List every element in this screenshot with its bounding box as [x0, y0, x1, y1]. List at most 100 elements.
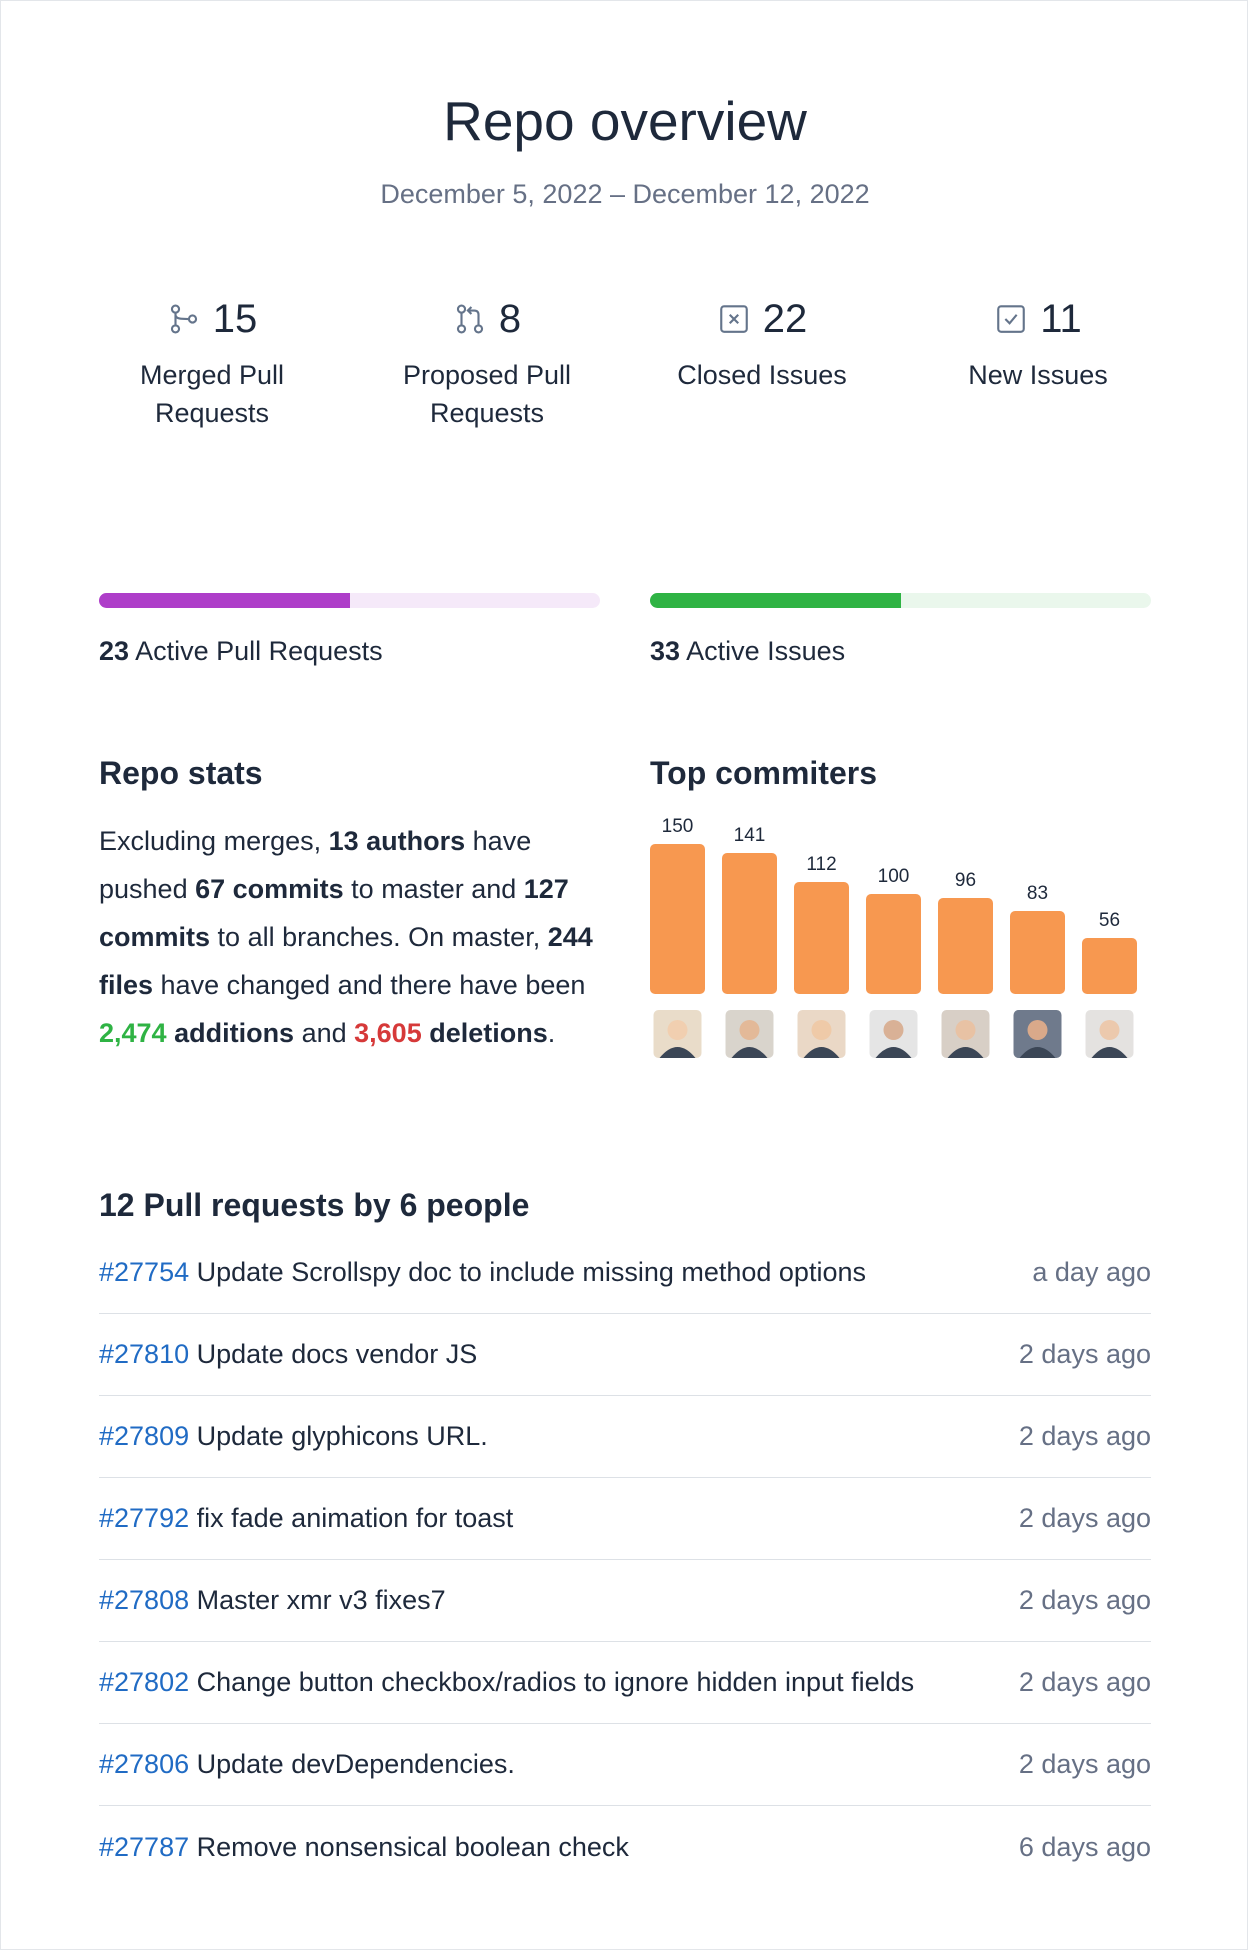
text-segment: have changed and there have been: [153, 970, 593, 1000]
avatar-body: [731, 1047, 768, 1058]
pr-main: #27809 Update glyphicons URL.: [99, 1421, 488, 1452]
text-segment: have pushed: [99, 826, 539, 904]
progress-count: 23: [99, 636, 130, 666]
pr-title: Update Scrollspy doc to include missing …: [196, 1257, 866, 1287]
text-segment: 67 commits: [195, 874, 344, 904]
bar: [650, 844, 705, 994]
bar: [938, 898, 993, 994]
progress-fill: [99, 593, 350, 608]
progress-text: Active Pull Requests: [135, 636, 383, 666]
value-label: 96: [955, 870, 976, 891]
stat-head: 11: [908, 294, 1168, 344]
pr-main: #27802 Change button checkbox/radios to …: [99, 1667, 914, 1698]
pr-time: 2 days ago: [1018, 1503, 1151, 1533]
progress-label: 33 Active Issues: [650, 636, 1151, 667]
value-label: 150: [662, 816, 694, 837]
progress-fill: [650, 593, 901, 608]
pr-link[interactable]: #27787: [99, 1831, 190, 1862]
pr-row: #27808 Master xmr v3 fixes7 2 days ago: [99, 1560, 1151, 1642]
pr-main: #27787 Remove nonsensical boolean check: [99, 1832, 629, 1863]
bar: [1010, 911, 1065, 994]
pr-title: Update docs vendor JS: [196, 1339, 478, 1369]
section-title: Top commiters: [650, 755, 877, 791]
bar: [794, 882, 849, 994]
pr-title: Master xmr v3 fixes7: [196, 1585, 446, 1615]
progress: 33 Active Issues: [650, 593, 1151, 667]
value-label: 83: [1027, 883, 1048, 904]
pr-time: 6 days ago: [1018, 1831, 1151, 1862]
pr-title: Update devDependencies.: [196, 1749, 515, 1779]
stat-value: 15: [212, 296, 258, 341]
avatar-body: [947, 1047, 984, 1058]
pr-time: 2 days ago: [1018, 1667, 1151, 1697]
pr-link[interactable]: #27809: [99, 1421, 190, 1451]
pr-main: #27808 Master xmr v3 fixes7: [99, 1585, 446, 1616]
repo-stats-text: Excluding merges, 13 authors have pushed…: [99, 817, 609, 1057]
stat-label: Merged Pull Requests: [139, 360, 285, 428]
avatar-face: [1099, 1020, 1120, 1040]
stat: 8 Proposed Pull Requests: [357, 294, 617, 432]
stat: 15 Merged Pull Requests: [82, 294, 342, 432]
avatar-face: [739, 1020, 760, 1040]
page-title: Repo overview: [443, 90, 807, 152]
stat-label: Proposed Pull Requests: [402, 360, 572, 428]
avatar-body: [875, 1047, 912, 1058]
stat-label: Closed Issues: [677, 360, 847, 390]
stat-head: 22: [632, 294, 892, 344]
pr-time: 2 days ago: [1018, 1421, 1151, 1451]
pr-row: #27810 Update docs vendor JS 2 days ago: [99, 1314, 1151, 1396]
pr-link[interactable]: #27806: [99, 1749, 190, 1779]
section-title: 12 Pull requests by 6 people: [99, 1187, 530, 1223]
stat-value: 22: [762, 296, 808, 341]
pr-time: 2 days ago: [1018, 1749, 1151, 1779]
bar: [866, 894, 921, 994]
pr-link[interactable]: #27808: [99, 1585, 190, 1615]
stat-icon: [719, 305, 748, 333]
stat-head: 8: [357, 294, 617, 344]
pr-main: #27792 fix fade animation for toast: [99, 1503, 513, 1534]
pr-link[interactable]: #27792: [99, 1503, 190, 1533]
value-label: 112: [806, 854, 836, 875]
progress-track: [99, 593, 600, 608]
pr-title: Remove nonsensical boolean check: [196, 1831, 629, 1862]
text-segment: 127 commits: [99, 874, 577, 952]
text-segment: 13 authors: [328, 826, 466, 856]
avatar-body: [659, 1047, 696, 1058]
pr-link[interactable]: #27810: [99, 1339, 190, 1369]
progress: 23 Active Pull Requests: [99, 593, 600, 667]
text-segment: 2,474: [99, 1018, 167, 1048]
progress-count: 33: [650, 636, 681, 666]
pr-link[interactable]: #27754: [99, 1257, 190, 1287]
pr-link[interactable]: #27802: [99, 1667, 190, 1697]
stat: 11 New Issues: [908, 294, 1168, 394]
text-segment: Excluding merges,: [99, 826, 329, 856]
pr-title: Change button checkbox/radios to ignore …: [196, 1667, 915, 1697]
stat-label: New Issues: [968, 360, 1108, 390]
avatar-face: [1027, 1020, 1048, 1040]
text-segment: to all branches. On master,: [210, 922, 548, 952]
bar: [1082, 938, 1137, 994]
pr-title: fix fade animation for toast: [196, 1503, 514, 1533]
avatar-face: [667, 1020, 688, 1040]
progress-text: Active Issues: [686, 636, 846, 666]
text-segment: additions: [166, 1018, 295, 1048]
pr-time: a day ago: [1032, 1257, 1151, 1287]
pr-main: #27810 Update docs vendor JS: [99, 1339, 477, 1370]
stat-value: 8: [498, 296, 522, 341]
pr-row: #27809 Update glyphicons URL. 2 days ago: [99, 1396, 1151, 1478]
value-label: 100: [878, 866, 910, 887]
text-segment: .: [547, 1018, 556, 1048]
text-segment: to master and: [343, 874, 524, 904]
value-label: 56: [1099, 910, 1120, 931]
section-title: Repo stats: [99, 755, 263, 791]
stat-icon: [170, 304, 197, 334]
stat-value: 11: [1040, 296, 1082, 341]
pr-title: Update glyphicons URL.: [196, 1421, 488, 1451]
pr-row: #27754 Update Scrollspy doc to include m…: [99, 1232, 1151, 1314]
progress-track: [650, 593, 1151, 608]
text-segment: 244 files: [99, 922, 601, 1000]
progress-label: 23 Active Pull Requests: [99, 636, 600, 667]
avatar-body: [1091, 1047, 1128, 1058]
bar: [722, 853, 777, 994]
